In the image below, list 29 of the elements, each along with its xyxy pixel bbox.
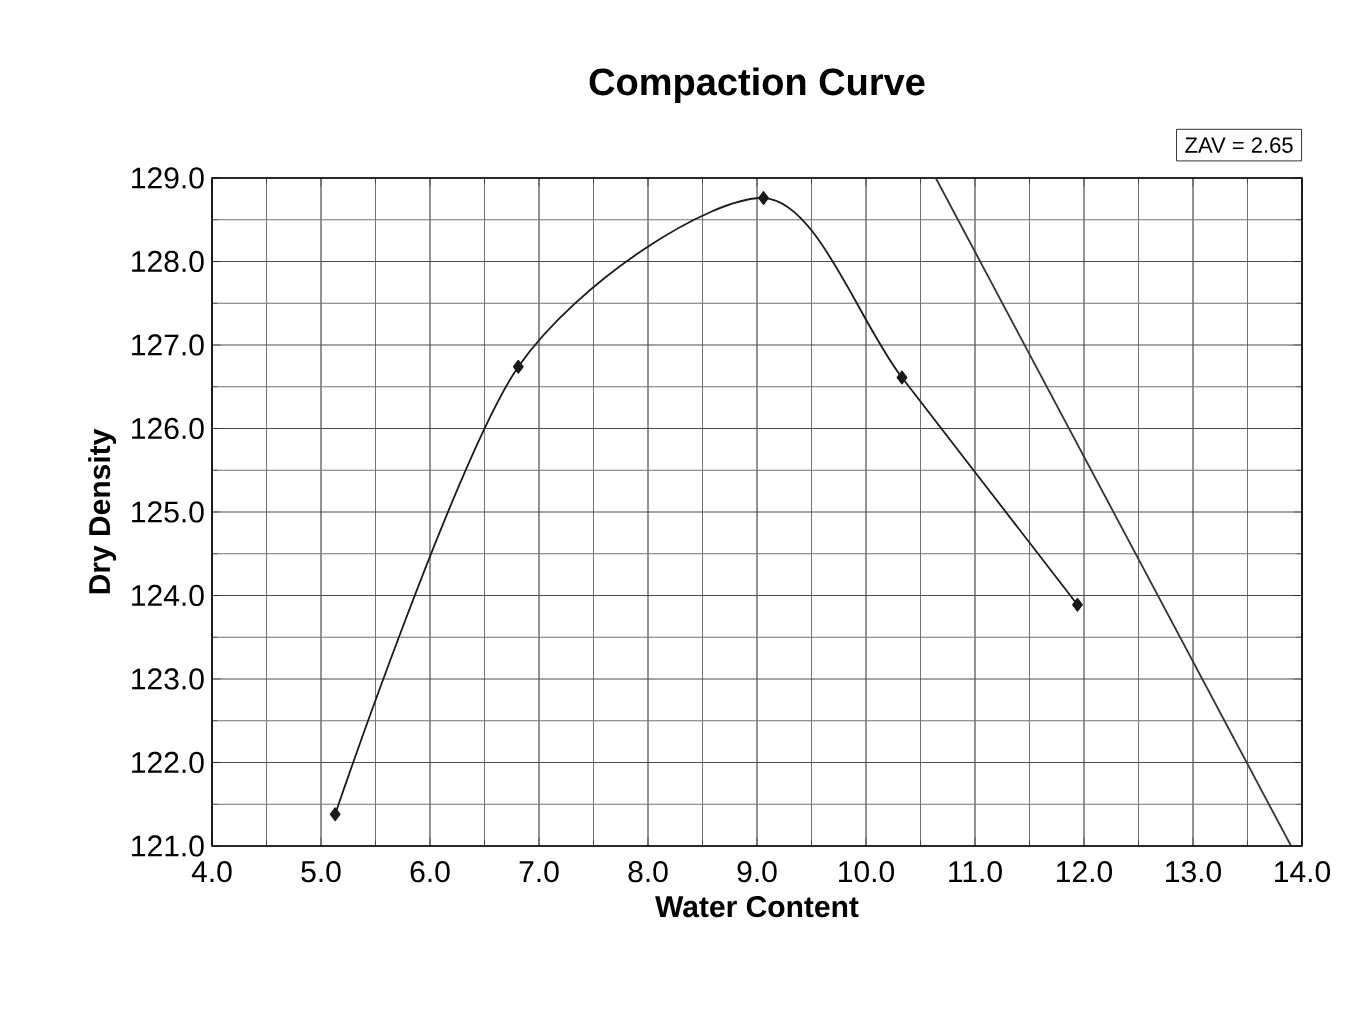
x-tick-label: 12.0 — [1057, 861, 1113, 883]
y-tick-label: 123.0 — [132, 668, 204, 690]
x-tick-label: 13.0 — [1166, 861, 1222, 883]
y-tick-label: 121.0 — [132, 835, 204, 857]
y-tick-label: 125.0 — [132, 501, 204, 523]
x-tick-label: 14.0 — [1275, 861, 1331, 883]
y-tick-label: 129.0 — [132, 167, 204, 189]
y-tick-label: 122.0 — [132, 751, 204, 774]
y-tick-label: 127.0 — [132, 334, 204, 356]
point — [896, 370, 908, 385]
point — [329, 807, 341, 822]
x-tick-label: 7.0 — [519, 861, 559, 883]
text: ZAV = 2.65 — [1185, 137, 1293, 153]
y-tick-label: 128.0 — [132, 250, 204, 273]
x-tick-label: 11.0 — [949, 861, 1002, 883]
point — [758, 191, 769, 205]
x-tick-label: 4.0 — [191, 861, 232, 883]
y-tick-label: 124.0 — [132, 584, 204, 607]
x-tick-label: 6.0 — [410, 861, 450, 883]
x-tick-label: 10.0 — [839, 861, 895, 883]
point — [1072, 597, 1083, 612]
y-axis-title: Dry Density — [88, 428, 117, 594]
y-tick-label: 126.0 — [132, 417, 204, 440]
x-axis-title: Water Content — [655, 896, 859, 918]
x-tick-label: 8.0 — [628, 861, 668, 883]
x-tick-label: 5.0 — [301, 861, 341, 883]
x-tick-label: 9.0 — [737, 861, 777, 883]
chart-title: Compaction Curve — [589, 67, 925, 103]
point — [512, 359, 524, 374]
